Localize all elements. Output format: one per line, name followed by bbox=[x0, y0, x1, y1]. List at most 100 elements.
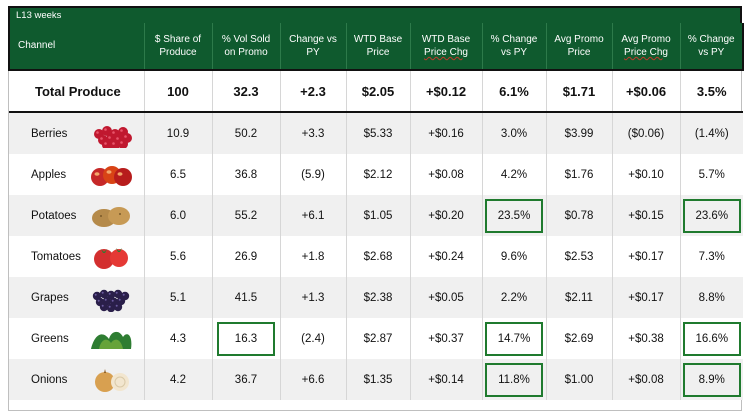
table-cell: 36.8 bbox=[212, 154, 281, 195]
highlighted-value: 8.9% bbox=[682, 362, 741, 397]
table-cell: (5.9) bbox=[280, 154, 347, 195]
column-header: WTD Base Price Chg bbox=[410, 23, 483, 70]
cell-value: $3.99 bbox=[564, 127, 594, 140]
cell-value: 4.2% bbox=[500, 168, 528, 181]
table-cell: 9.6% bbox=[482, 236, 547, 277]
cell-value: $2.87 bbox=[363, 332, 393, 345]
table-cell: +$0.20 bbox=[410, 195, 483, 236]
table-cell: +6.1 bbox=[280, 195, 347, 236]
cell-value: +$0.38 bbox=[628, 332, 664, 345]
column-header: WTD Base Price bbox=[346, 23, 411, 70]
table-cell: 6.5 bbox=[144, 154, 213, 195]
table-row: Grapes 5.1 41.5 +1.3 $2.38 +$0.05 2.2% $2.11 +$0… bbox=[9, 277, 743, 318]
column-header-text: % Change bbox=[490, 33, 538, 45]
column-header-text: on Promo bbox=[224, 47, 268, 58]
greens-icon bbox=[91, 331, 132, 349]
cell-value: +$0.24 bbox=[428, 250, 464, 263]
total-cell: +2.3 bbox=[280, 69, 347, 113]
column-header: % Change vs PY bbox=[680, 23, 744, 70]
cell-value: +1.3 bbox=[301, 291, 325, 304]
cell-value: +$0.20 bbox=[428, 209, 464, 222]
cell-value: $1.05 bbox=[363, 209, 393, 222]
table-cell: +$0.38 bbox=[612, 318, 681, 359]
cell-value: 6.0 bbox=[170, 209, 186, 222]
table-cell: 26.9 bbox=[212, 236, 281, 277]
table-cell: $1.05 bbox=[346, 195, 411, 236]
raspberries-icon bbox=[94, 125, 132, 148]
table-cell: 5.6 bbox=[144, 236, 213, 277]
cell-value: $2.11 bbox=[565, 291, 593, 304]
table-cell: 4.2 bbox=[144, 359, 213, 400]
cell-value: 55.2 bbox=[234, 209, 258, 222]
cell-value: +6.1 bbox=[301, 209, 325, 222]
table-row: Onions 4.2 36.7 +6.6 $1.35 +$0.14 11.8% $1.00 +$… bbox=[9, 359, 743, 400]
cell-value: +$0.17 bbox=[628, 250, 664, 263]
table-cell: 10.9 bbox=[144, 112, 213, 154]
cell-value: (2.4) bbox=[301, 332, 325, 345]
table-cell: 55.2 bbox=[212, 195, 281, 236]
table-cell: $2.68 bbox=[346, 236, 411, 277]
apples-icon bbox=[91, 165, 132, 186]
column-header: $ Share of Produce bbox=[144, 23, 213, 70]
table-cell: $2.38 bbox=[346, 277, 411, 318]
table-body: Total Produce 100 32.3 +2.3 $2.05 +$0.12 6.1% $… bbox=[9, 69, 743, 400]
table-row: Greens 4.3 16.3 (2.4) $2.87 +$0.37 14.7% $2.69 +… bbox=[9, 318, 743, 359]
column-header-text: Price Chg bbox=[624, 47, 668, 58]
table-cell: +1.8 bbox=[280, 236, 347, 277]
column-header: Avg Promo Price Chg bbox=[612, 23, 681, 70]
cell-value: 36.8 bbox=[234, 168, 258, 181]
table-cell: 8.8% bbox=[680, 277, 743, 318]
product-cell: Potatoes bbox=[9, 195, 145, 236]
column-header-text: Price bbox=[366, 47, 390, 58]
cell-value: 8.8% bbox=[698, 291, 725, 304]
table-cell: +1.3 bbox=[280, 277, 347, 318]
table-cell: $1.00 bbox=[546, 359, 613, 400]
table-cell: 7.3% bbox=[680, 236, 743, 277]
table-cell: 50.2 bbox=[212, 112, 281, 154]
table-cell: +$0.05 bbox=[410, 277, 483, 318]
table-cell: 23.6% bbox=[680, 195, 743, 236]
produce-metrics-table: Channel $ Share of Produce % Vol Sold on Pro… bbox=[8, 23, 744, 400]
table-cell: (2.4) bbox=[280, 318, 347, 359]
table-cell: $2.53 bbox=[546, 236, 613, 277]
table-cell: 5.1 bbox=[144, 277, 213, 318]
cell-value: $2.12 bbox=[363, 168, 393, 181]
product-name: Potatoes bbox=[31, 209, 77, 222]
tomatoes-icon bbox=[94, 247, 128, 269]
table-cell: 23.5% bbox=[482, 195, 547, 236]
column-header-text: % Change bbox=[687, 33, 735, 45]
cell-value: $1.00 bbox=[564, 373, 594, 386]
cell-value: +$0.10 bbox=[628, 168, 664, 181]
cell-value: $0.78 bbox=[564, 209, 594, 222]
column-header-text: WTD Base bbox=[353, 33, 403, 45]
product-cell: Greens bbox=[9, 318, 145, 359]
cell-value: (5.9) bbox=[301, 168, 325, 181]
column-header: % Vol Sold on Promo bbox=[212, 23, 281, 70]
table-cell: +$0.17 bbox=[612, 277, 681, 318]
product-name: Grapes bbox=[31, 291, 69, 304]
column-header-text: Produce bbox=[159, 47, 197, 58]
product-cell: Berries bbox=[9, 112, 145, 154]
table-cell: 41.5 bbox=[212, 277, 281, 318]
column-header-text: PY bbox=[306, 47, 320, 58]
column-header-text: % Vol Sold bbox=[221, 33, 271, 45]
cell-value: 26.9 bbox=[234, 250, 258, 263]
cell-value: +$0.05 bbox=[428, 291, 464, 304]
table-cell: 16.3 bbox=[212, 318, 281, 359]
cell-value: $1.76 bbox=[564, 168, 594, 181]
column-header-text: Avg Promo bbox=[554, 33, 604, 45]
product-cell: Onions bbox=[9, 359, 145, 400]
table-cell: 14.7% bbox=[482, 318, 547, 359]
potatoes-icon bbox=[92, 206, 130, 227]
table-cell: +$0.16 bbox=[410, 112, 483, 154]
table-row: Berries 10.9 50.2 +3.3 $5.33 +$0.16 3.0% $3.99 (… bbox=[9, 112, 743, 154]
table-cell: 4.2% bbox=[482, 154, 547, 195]
table-cell: $2.87 bbox=[346, 318, 411, 359]
table-cell: +6.6 bbox=[280, 359, 347, 400]
total-cell: +$0.12 bbox=[410, 69, 483, 113]
cell-value: +$0.37 bbox=[428, 332, 464, 345]
table-cell: +$0.37 bbox=[410, 318, 483, 359]
column-header: % Change vs PY bbox=[482, 23, 547, 70]
column-header-text: $ Share of bbox=[154, 33, 202, 45]
table-cell: $2.12 bbox=[346, 154, 411, 195]
